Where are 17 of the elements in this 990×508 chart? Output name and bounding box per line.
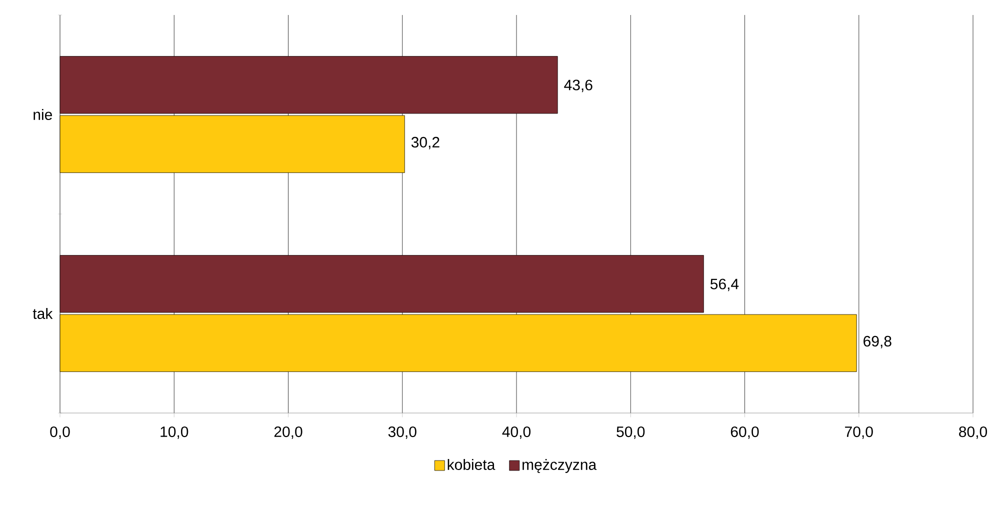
x-tick-label: 20,0: [274, 426, 302, 439]
data-label: 43,6: [564, 80, 592, 92]
y-tick-label: nie: [34, 108, 52, 120]
x-tick-label: 80,0: [959, 426, 988, 439]
x-tick-label: 60,0: [730, 426, 759, 439]
x-tick-label: 40,0: [502, 426, 531, 439]
x-tick-label: 30,0: [388, 426, 416, 439]
data-label: 30,2: [411, 136, 440, 150]
data-label: 56,4: [710, 278, 739, 292]
x-tick-label: 0,0: [50, 426, 70, 439]
data-label: 69,8: [864, 336, 892, 348]
x-tick-label: 70,0: [845, 426, 873, 439]
legend-label: mężczyzna: [522, 458, 597, 473]
x-tick-label: 50,0: [616, 426, 645, 439]
legend-label: kobieta: [448, 458, 496, 470]
y-tick-label: tak: [32, 308, 53, 319]
x-tick-label: 10,0: [160, 426, 188, 439]
